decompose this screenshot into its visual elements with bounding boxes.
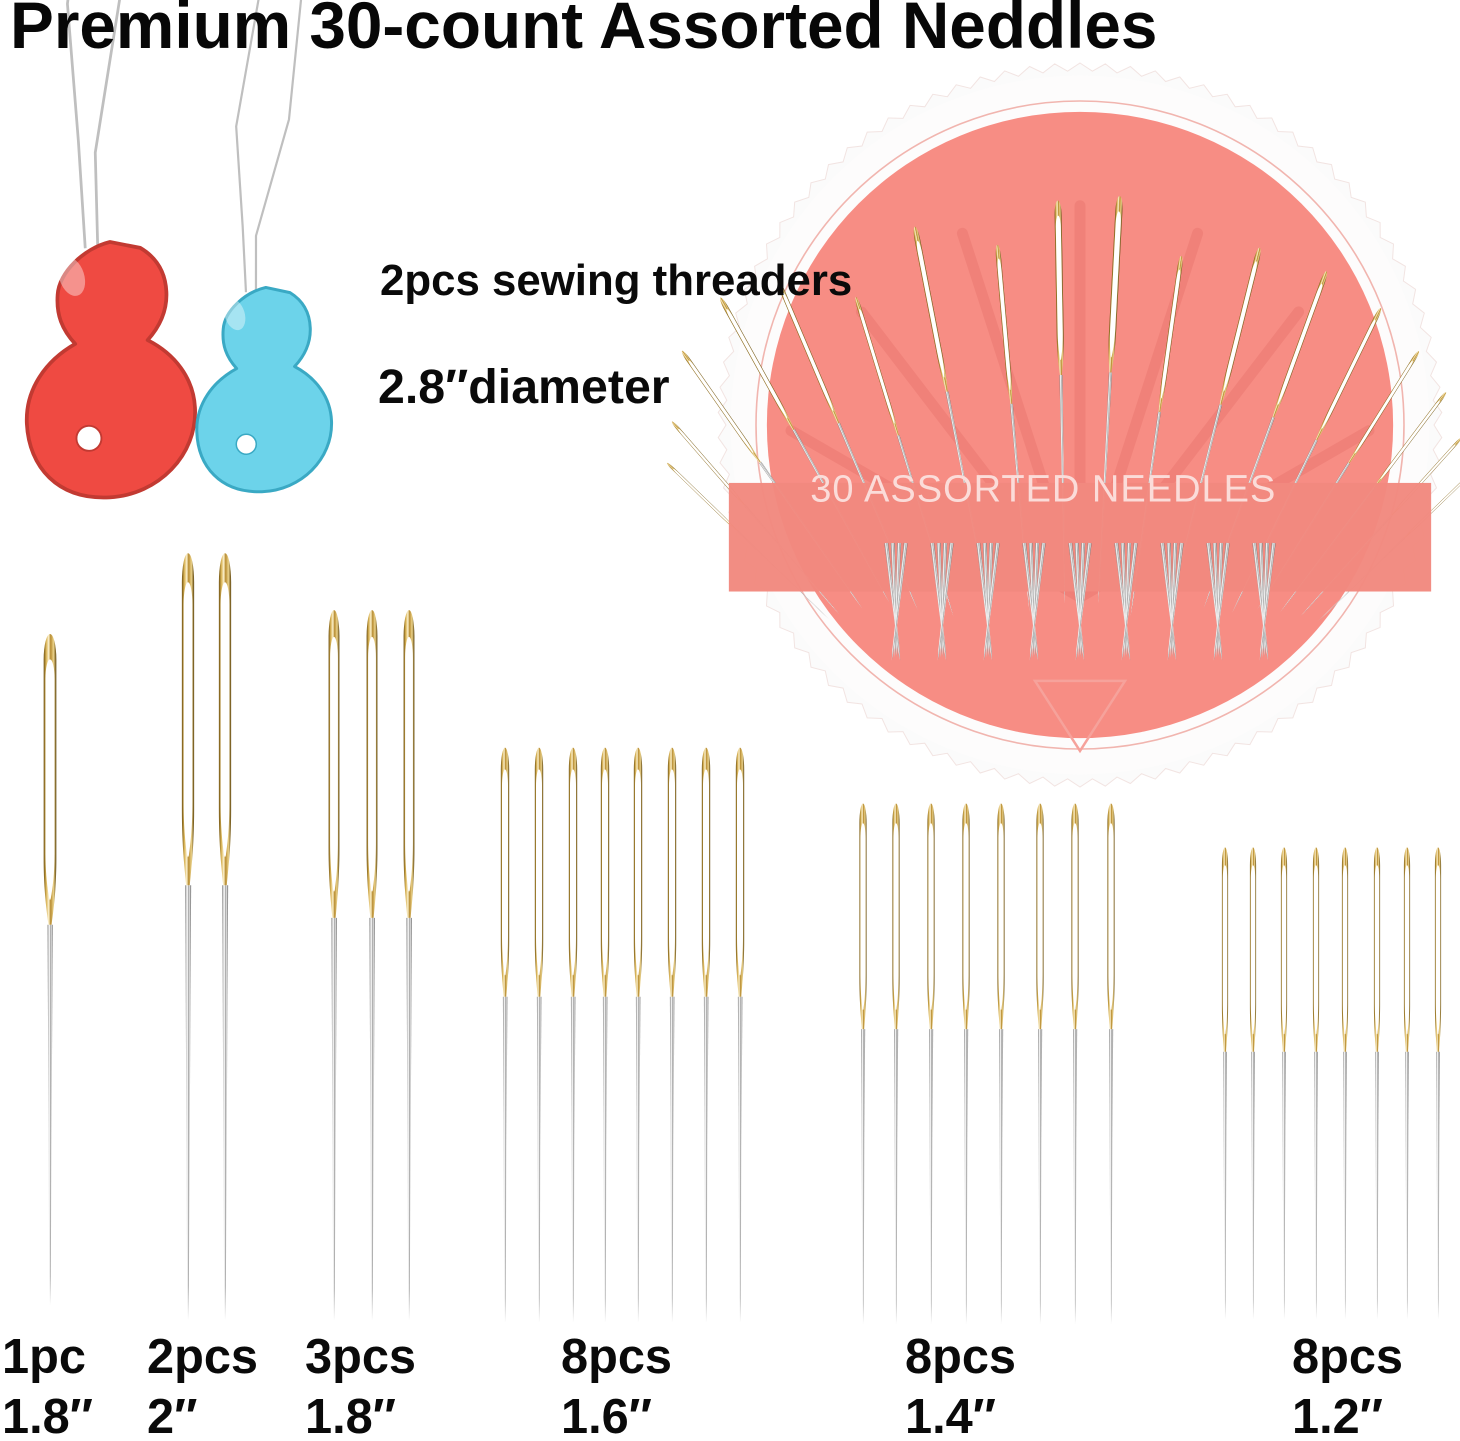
- svg-text:30 ASSORTED NEEDLES: 30 ASSORTED NEEDLES: [810, 469, 1276, 511]
